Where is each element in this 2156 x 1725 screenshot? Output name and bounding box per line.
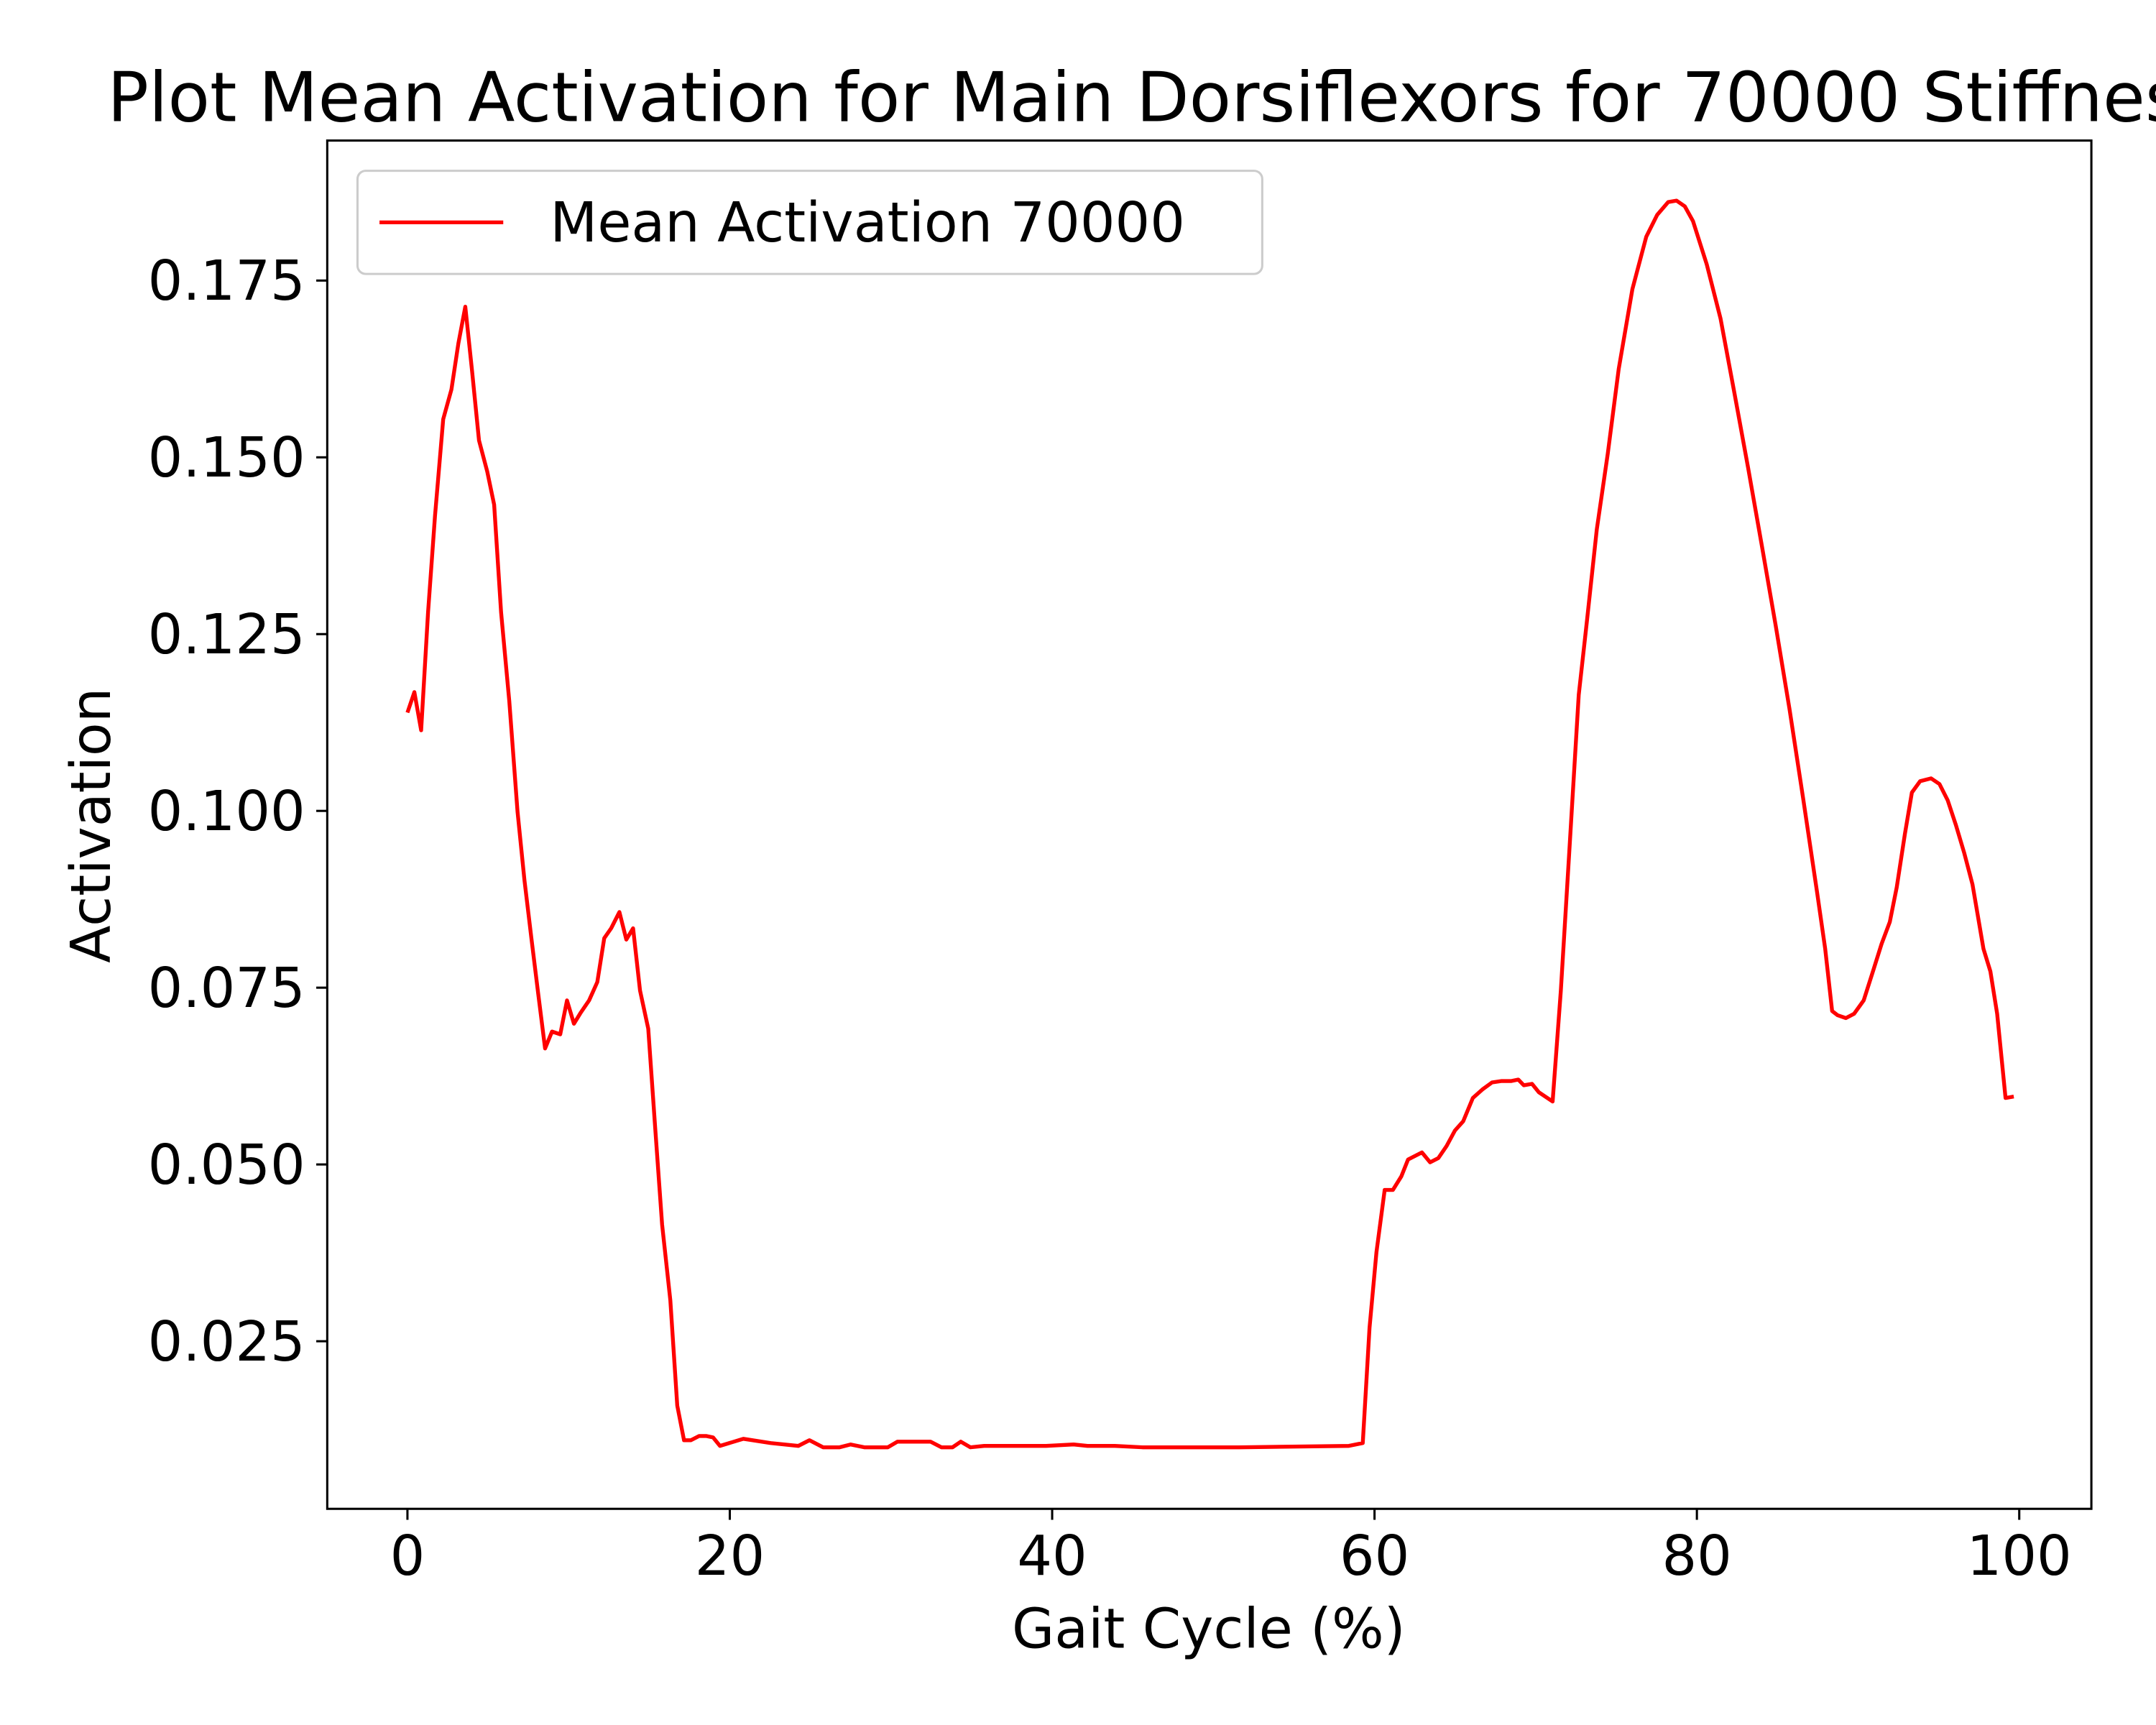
- x-tick-label: 100: [1967, 1524, 2072, 1588]
- y-tick-label: 0.150: [148, 426, 305, 490]
- x-tick-label: 20: [695, 1524, 765, 1588]
- x-tick-label: 60: [1340, 1524, 1409, 1588]
- x-axis-label: Gait Cycle (%): [1012, 1597, 1406, 1661]
- legend-box: [356, 170, 1263, 275]
- y-tick-label: 0.075: [148, 957, 305, 1021]
- legend-label: Mean Activation 70000: [550, 191, 1185, 255]
- y-tick-label: 0.175: [148, 249, 305, 313]
- y-axis-label: Activation: [60, 688, 124, 963]
- y-tick-label: 0.125: [148, 603, 305, 667]
- x-tick-label: 80: [1662, 1524, 1731, 1588]
- y-tick-label: 0.050: [148, 1133, 305, 1197]
- y-tick-label: 0.025: [148, 1310, 305, 1374]
- x-tick-label: 0: [390, 1524, 425, 1588]
- chart-title: Plot Mean Activation for Main Dorsiflexo…: [107, 58, 2156, 138]
- line-series: [405, 198, 2014, 1450]
- plot-frame: [326, 139, 2093, 1510]
- y-tick-label: 0.100: [148, 780, 305, 844]
- x-tick-label: 40: [1017, 1524, 1087, 1588]
